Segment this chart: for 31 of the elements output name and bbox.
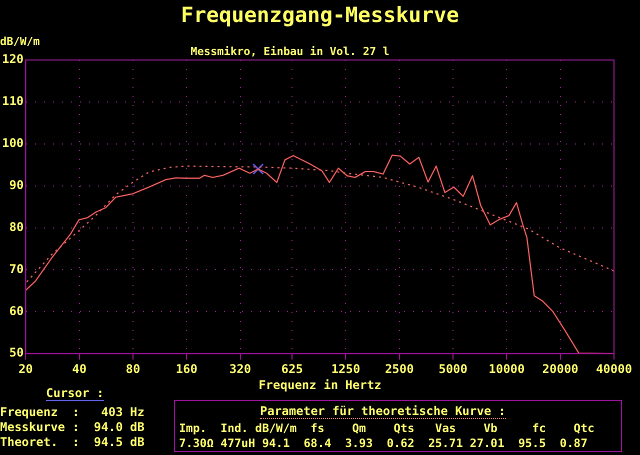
x-tick-label: 625 [281, 362, 303, 376]
text: 7.30Ω 477uH 94.1 68.4 3.93 0.62 25.71 27.01 95.5 0.87 [179, 436, 588, 450]
y-tick-label: 120 [2, 52, 24, 66]
x-tick-label: 40000 [596, 362, 632, 376]
y-tick-label: 70 [9, 262, 24, 276]
text: Theoret. : 94.5 dB [0, 435, 144, 449]
y-tick-label: 60 [9, 304, 24, 318]
y-axis-title: dB/W/m [0, 35, 40, 48]
text: Cursor : [46, 386, 104, 401]
y-tick-label: 50 [9, 346, 24, 360]
y-tick-label: 100 [2, 136, 24, 150]
x-tick-label: 20 [18, 362, 33, 376]
x-tick-label: 40 [72, 362, 87, 376]
y-tick-label: 110 [2, 94, 24, 108]
text: Messkurve : 94.0 dB [0, 420, 144, 434]
text: Frequenz : 403 Hz [0, 405, 144, 419]
x-tick-label: 10000 [488, 362, 525, 376]
y-tick-label: 80 [9, 220, 24, 234]
text: Parameter für theoretische Kurve : [260, 404, 506, 419]
chart-subtitle: Messmikro, Einbau in Vol. 27 l [190, 45, 390, 58]
x-tick-label: 320 [229, 362, 252, 376]
x-tick-label: 160 [176, 362, 198, 376]
chart-title: Frequenzgang-Messkurve [180, 3, 460, 27]
x-tick-label: 80 [126, 362, 140, 376]
y-tick-label: 90 [9, 178, 24, 192]
x-tick-label: 20000 [542, 362, 578, 376]
x-tick-label: 5000 [438, 362, 468, 376]
text: Imp. Ind. dB/W/m fs Qm Qts Vas Vb fc Qtc [179, 421, 594, 435]
x-tick-label: 1250 [331, 362, 360, 376]
x-axis-title: Frequenz in Hertz [258, 378, 382, 392]
x-tick-label: 2500 [384, 362, 414, 376]
